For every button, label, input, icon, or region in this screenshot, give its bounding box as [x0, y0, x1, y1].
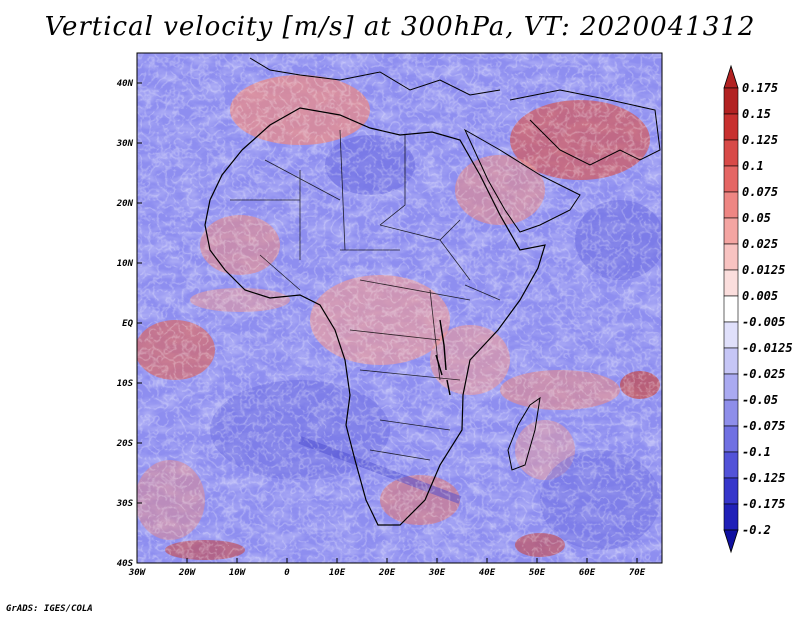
colorbar-min-arrow [723, 529, 739, 554]
colorbar-label: -0.075 [742, 419, 785, 433]
colorbar-label: 0.175 [742, 81, 778, 95]
colorbar-label: 0.0125 [742, 263, 785, 277]
colorbar-swatch [723, 451, 739, 479]
colorbar-swatch [723, 425, 739, 453]
colorbar-label: 0.15 [742, 107, 771, 121]
lon-label: 40E [479, 568, 496, 578]
colorbar-swatch [723, 399, 739, 427]
coastline [204, 107, 546, 526]
colorbar-swatch [723, 165, 739, 193]
lon-label: 30E [428, 568, 446, 578]
colorbar: 0.175 0.15 0.125 0.1 0.075 0.05 0.025 0.0125 0.0… [723, 64, 793, 554]
colorbar-swatch [723, 191, 739, 219]
colorbar-swatch [723, 373, 739, 401]
colorbar-swatch [723, 477, 739, 505]
lon-label: 30W [128, 568, 147, 578]
lat-label: EQ [122, 319, 133, 329]
lon-label: 20W [178, 568, 197, 578]
colorbar-swatch [723, 139, 739, 167]
colorbar-swatch [723, 87, 739, 115]
colorbar-swatch [723, 243, 739, 271]
colorbar-swatch [723, 503, 739, 531]
grads-credit: GrADS: IGES/COLA [6, 604, 93, 614]
colorbar-label: 0.005 [742, 289, 778, 303]
map-frame [136, 52, 663, 564]
lat-label: 10N [117, 259, 134, 269]
colorbar-swatch [723, 269, 739, 297]
colorbar-swatch [723, 217, 739, 245]
latitude-axis: 40N 30N 20N 10N EQ 10S 20S 30S 40S [116, 79, 142, 569]
lon-label: 70E [629, 568, 646, 578]
colorbar-label: -0.005 [742, 315, 785, 329]
colorbar-swatch [723, 347, 739, 375]
lon-label: 20E [378, 568, 396, 578]
colorbar-label: -0.1 [742, 445, 771, 459]
colorbar-label: -0.05 [742, 393, 778, 407]
colorbar-swatch [723, 113, 739, 141]
lon-label: 60E [579, 568, 596, 578]
arabia-coastline [463, 89, 661, 233]
madagascar-coastline [507, 396, 541, 471]
lon-label: 50E [529, 568, 546, 578]
colorbar-label: -0.175 [742, 497, 785, 511]
lat-label: 20N [116, 199, 134, 209]
colorbar-label: 0.1 [742, 159, 764, 173]
colorbar-label: 0.125 [742, 133, 778, 147]
lat-label: 10S [117, 379, 134, 389]
colorbar-label: 0.05 [742, 211, 771, 225]
longitude-axis: 30W 20W 10W 0 10E 20E 30E 40E 50E 60E 70E [128, 558, 646, 578]
colorbar-label: -0.0125 [742, 341, 793, 355]
colorbar-max-arrow [723, 64, 739, 89]
lon-label: 0 [284, 568, 290, 578]
colorbar-swatch [723, 295, 739, 323]
europe-coastline [249, 57, 501, 96]
lat-label: 40S [117, 559, 134, 569]
colorbar-label: -0.025 [742, 367, 785, 381]
lat-label: 30N [116, 139, 134, 149]
velocity-field [137, 53, 662, 563]
lakes [435, 319, 451, 396]
country-borders [230, 129, 501, 461]
colorbar-label: 0.025 [742, 237, 778, 251]
lon-label: 10W [229, 568, 247, 578]
colorbar-label: -0.125 [742, 471, 785, 485]
lat-label: 30S [116, 499, 134, 509]
lat-label: 40N [117, 79, 134, 89]
map-title: Vertical velocity [m/s] at 300hPa, VT: 2… [44, 12, 756, 42]
colorbar-label: -0.2 [742, 523, 771, 537]
colorbar-label: 0.075 [742, 185, 778, 199]
lat-label: 20S [116, 439, 134, 449]
colorbar-swatch [723, 321, 739, 349]
lon-label: 10E [329, 568, 346, 578]
